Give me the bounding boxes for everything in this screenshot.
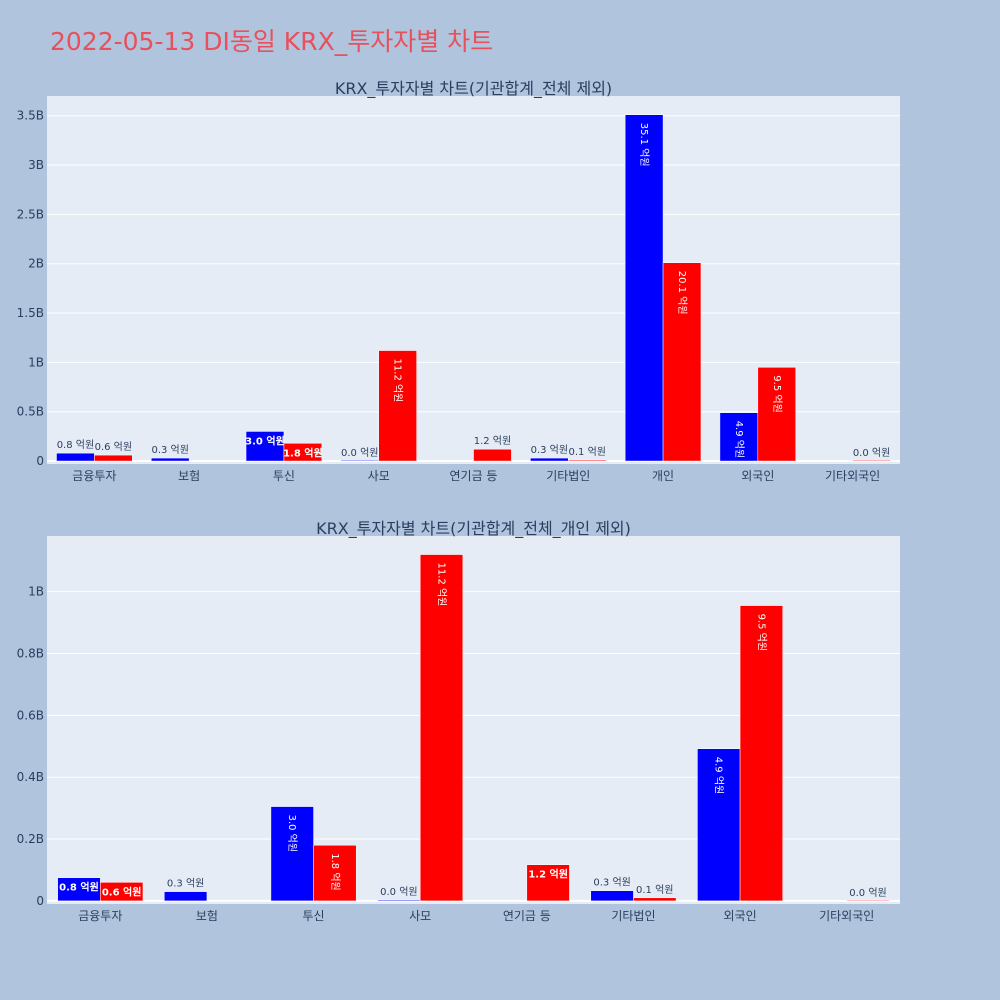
bar: [662, 262, 702, 462]
y-tick-label: 3.5B: [17, 109, 44, 123]
y-tick-label: 0.2B: [17, 832, 44, 846]
data-label: 0.8 억원: [57, 439, 94, 451]
data-label: 0.6 억원: [102, 885, 142, 898]
x-tick-label: 외국인: [724, 909, 757, 923]
x-tick-label: 투신: [273, 469, 295, 483]
bar: [270, 806, 314, 902]
bar: [846, 899, 890, 902]
data-label: 0.0 억원: [341, 447, 378, 459]
data-label: 0.1 억원: [568, 446, 605, 458]
x-tick-label: 외국인: [741, 469, 774, 483]
bar: [568, 459, 607, 462]
bar: [530, 457, 569, 462]
chart-title-1: KRX_투자자별 차트(기관합계_전체 제외): [335, 79, 612, 99]
data-label: 1.8 억원: [283, 446, 323, 459]
x-tick-label: 보험: [178, 469, 200, 483]
x-tick-label: 연기금 등: [450, 469, 498, 483]
data-label: 0.0 억원: [380, 886, 417, 898]
bar: [473, 448, 512, 462]
bar: [164, 891, 208, 902]
data-label: 0.6 억원: [95, 441, 132, 453]
data-label: 9.5 억원: [771, 375, 783, 412]
data-label: 0.0 억원: [853, 447, 890, 459]
bar: [313, 844, 357, 902]
x-tick-label: 금융투자: [72, 469, 116, 483]
x-tick-label: 사모: [368, 469, 390, 483]
data-label: 0.0 억원: [849, 887, 886, 899]
data-label: 0.3 억원: [593, 877, 630, 889]
bar: [624, 114, 664, 462]
data-label: 1.2 억원: [474, 435, 511, 447]
y-tick-label: 1.5B: [17, 306, 44, 320]
x-tick-label: 연기금 등: [503, 909, 551, 923]
bar: [419, 554, 464, 902]
data-label: 1.2 억원: [528, 868, 568, 881]
x-tick-label: 보험: [196, 909, 218, 923]
y-tick-label: 2B: [28, 257, 44, 271]
data-label: 0.3 억원: [167, 878, 204, 890]
y-tick-label: 0.6B: [17, 708, 44, 722]
y-tick-label: 0: [36, 454, 44, 468]
x-tick-label: 투신: [303, 909, 325, 923]
y-tick-label: 0.5B: [17, 405, 44, 419]
bar: [852, 459, 891, 462]
data-label: 4.9 억원: [733, 421, 745, 458]
bar: [94, 454, 133, 462]
data-label: 4.9 억원: [713, 757, 725, 794]
x-tick-label: 기타법인: [611, 909, 655, 923]
chart-title-2: KRX_투자자별 차트(기관합계_전체_개인 제외): [316, 519, 631, 539]
data-label: 0.8 억원: [59, 881, 99, 894]
data-label: 1.8 억원: [329, 853, 341, 890]
y-tick-label: 1B: [28, 585, 44, 599]
x-tick-label: 개인: [652, 469, 674, 483]
data-label: 0.3 억원: [531, 444, 568, 456]
data-label: 11.2 억원: [392, 359, 404, 403]
bar: [56, 452, 95, 462]
data-label: 3.0 억원: [245, 434, 285, 447]
bar: [757, 367, 796, 462]
y-tick-label: 0: [36, 894, 44, 908]
data-label: 9.5 억원: [755, 614, 767, 651]
data-label: 0.1 억원: [636, 884, 673, 896]
page-title: 2022-05-13 DI동일 KRX_투자자별 차트: [50, 27, 494, 56]
bar: [151, 457, 190, 462]
x-tick-label: 사모: [409, 909, 431, 923]
bar: [283, 443, 323, 462]
bar: [526, 864, 570, 902]
bar: [378, 350, 417, 462]
data-label: 20.1 억원: [676, 271, 688, 315]
y-tick-label: 0.8B: [17, 647, 44, 661]
data-label: 35.1 억원: [638, 123, 650, 167]
data-label: 11.2 억원: [436, 563, 448, 607]
bar: [340, 459, 379, 462]
bar: [377, 899, 421, 902]
bar: [100, 882, 144, 902]
bar: [590, 890, 634, 902]
bar: [739, 605, 783, 902]
x-tick-label: 기타법인: [546, 469, 590, 483]
data-label: 3.0 억원: [286, 815, 298, 852]
y-tick-label: 0.4B: [17, 770, 44, 784]
x-tick-label: 기타외국인: [825, 469, 880, 483]
y-tick-label: 3B: [28, 158, 44, 172]
x-tick-label: 금융투자: [78, 909, 122, 923]
bar: [633, 897, 677, 902]
data-label: 0.3 억원: [151, 444, 188, 456]
y-tick-label: 2.5B: [17, 207, 44, 221]
x-tick-label: 기타외국인: [819, 909, 874, 923]
y-tick-label: 1B: [28, 355, 44, 369]
